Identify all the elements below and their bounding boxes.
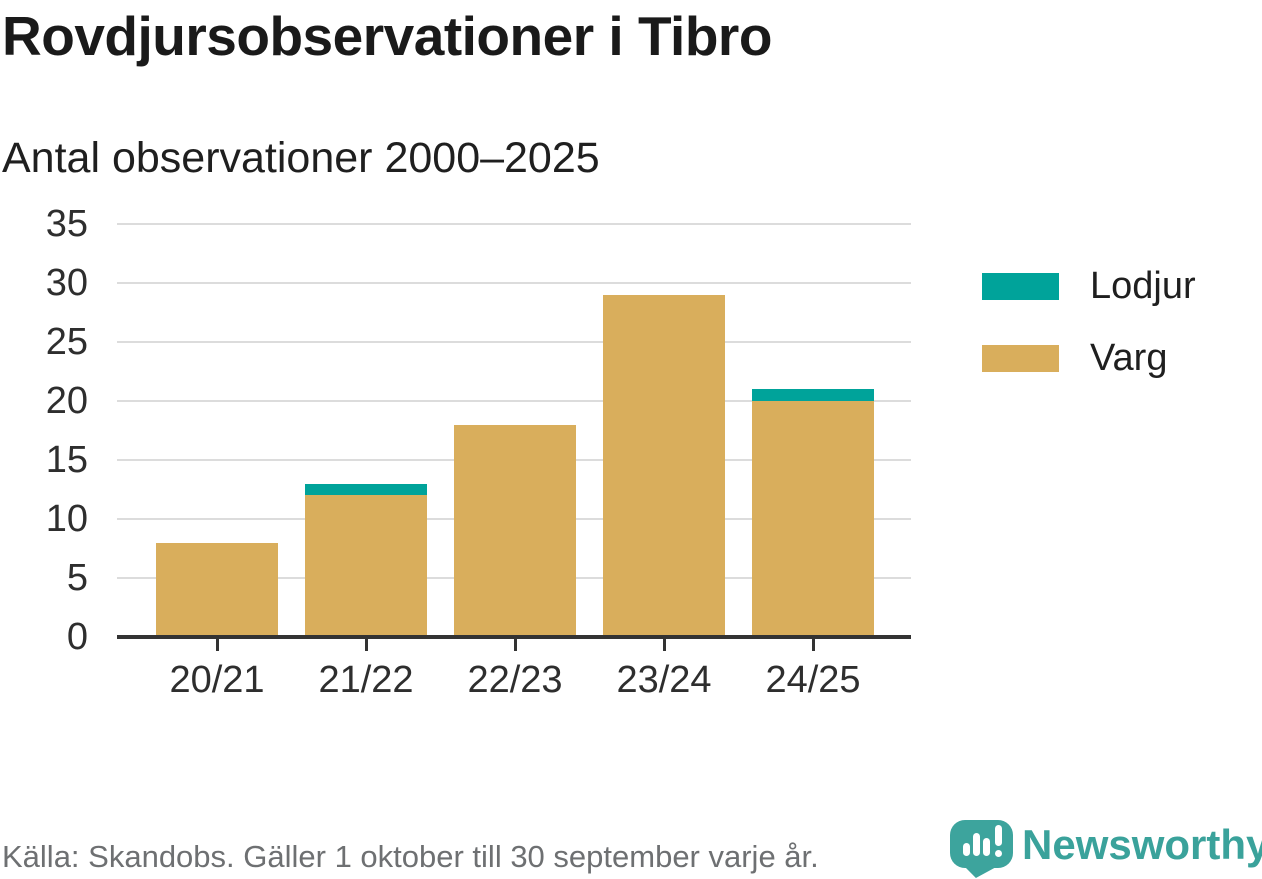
brand-wordmark: Newsworthy	[1022, 821, 1262, 868]
y-axis-label: 10	[45, 498, 88, 540]
y-axis-label: 30	[45, 262, 88, 304]
badge-bar-icon	[983, 838, 990, 856]
bar-segment-lodjur-24/25	[752, 389, 874, 401]
bar-segment-varg-22/23	[454, 424, 576, 637]
x-tick-mark	[812, 639, 815, 651]
legend-item-lodjur: Lodjur	[982, 265, 1196, 308]
y-axis-label: 35	[45, 203, 88, 245]
y-axis-label: 25	[45, 321, 88, 363]
x-axis-label: 21/22	[318, 659, 414, 701]
badge-exclamation-dot-icon	[995, 850, 1002, 857]
gridline-35	[117, 223, 911, 225]
badge-exclamation-icon	[995, 825, 1002, 846]
bar-segment-lodjur-21/22	[305, 483, 427, 496]
x-axis-label: 20/21	[169, 659, 265, 701]
x-tick-mark	[514, 639, 517, 651]
x-tick-mark	[663, 639, 666, 651]
badge-bar-icon	[973, 833, 980, 856]
chart-legend: Lodjur Varg	[982, 265, 1196, 409]
legend-label-varg: Varg	[1090, 337, 1168, 379]
y-axis-label: 5	[66, 557, 88, 599]
legend-item-varg: Varg	[982, 337, 1196, 380]
source-note: Källa: Skandobs. Gäller 1 oktober till 3…	[2, 839, 819, 874]
legend-label-lodjur: Lodjur	[1090, 265, 1196, 307]
x-axis-label: 24/25	[765, 659, 861, 701]
x-axis-label: 22/23	[467, 659, 563, 701]
bar-segment-varg-23/24	[603, 294, 725, 637]
newsworthy-badge-icon	[950, 820, 1013, 868]
chart-subtitle: Antal observationer 2000–2025	[2, 134, 600, 182]
gridline-25	[117, 341, 911, 343]
lodjur-color-swatch	[982, 273, 1059, 300]
bar-segment-varg-24/25	[752, 401, 874, 637]
gridline-30	[117, 282, 911, 284]
y-axis-label: 15	[45, 439, 88, 481]
badge-tail	[964, 866, 998, 878]
bar-segment-varg-21/22	[305, 495, 427, 637]
gridline-20	[117, 400, 911, 402]
varg-color-swatch	[982, 345, 1059, 372]
chart-title: Rovdjursobservationer i Tibro	[2, 5, 772, 67]
badge-bar-icon	[963, 843, 970, 856]
x-axis-line	[117, 635, 911, 639]
x-tick-mark	[365, 639, 368, 651]
newsworthy-logo: Newsworthy	[950, 818, 1262, 879]
bar-segment-varg-20/21	[156, 542, 278, 637]
x-axis-label: 23/24	[616, 659, 712, 701]
y-axis-label: 0	[66, 616, 88, 658]
x-tick-mark	[216, 639, 219, 651]
y-axis-label: 20	[45, 380, 88, 422]
